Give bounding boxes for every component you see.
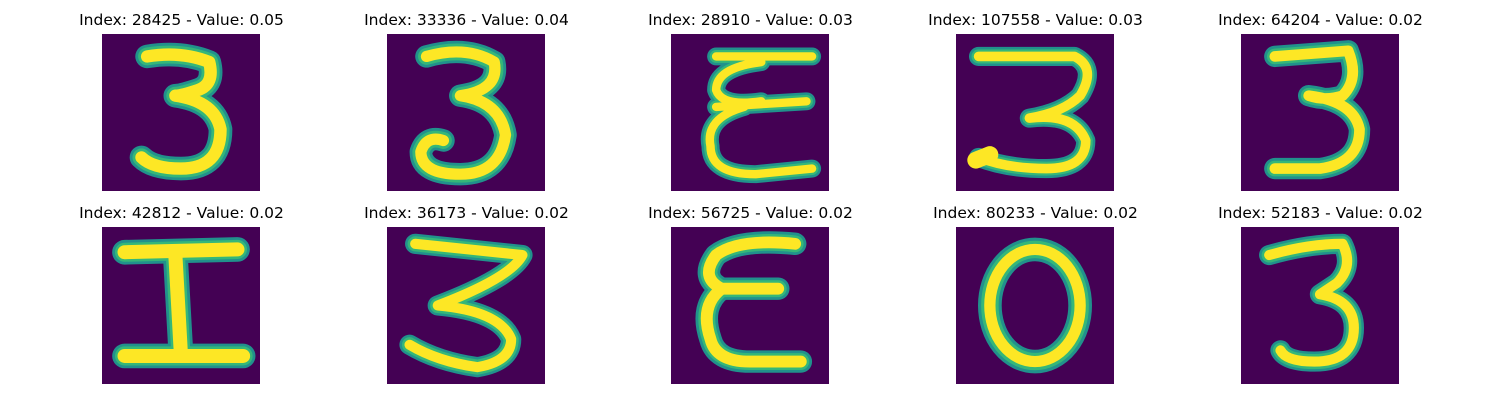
panel-title: Index: 42812 - Value: 0.02 (79, 204, 284, 222)
panel-title: Index: 36173 - Value: 0.02 (364, 204, 569, 222)
panel-title: Index: 52183 - Value: 0.02 (1218, 204, 1423, 222)
handwritten-glyph-image (1241, 227, 1399, 384)
glyph-strokes (978, 237, 1092, 374)
glyph-strokes (399, 233, 533, 378)
glyph-strokes (112, 237, 256, 369)
image-panel-5: Index: 64204 - Value: 0.02 (1178, 0, 1463, 191)
image-panel-2: Index: 33336 - Value: 0.04 (324, 0, 609, 191)
image-panel-3: Index: 28910 - Value: 0.03 (608, 0, 893, 191)
panel-title: Index: 28910 - Value: 0.03 (648, 11, 853, 29)
image-panel-6: Index: 42812 - Value: 0.02 (39, 193, 324, 384)
handwritten-glyph-image (102, 227, 260, 384)
glyph-strokes (409, 40, 517, 186)
handwritten-glyph-image (956, 34, 1114, 191)
handwritten-glyph-image (671, 34, 829, 191)
image-panel-10: Index: 52183 - Value: 0.02 (1178, 193, 1463, 384)
handwritten-glyph-image (102, 34, 260, 191)
panel-title: Index: 80233 - Value: 0.02 (933, 204, 1138, 222)
handwritten-glyph-image (671, 227, 829, 384)
image-panel-1: Index: 28425 - Value: 0.05 (39, 0, 324, 191)
glyph-strokes (1259, 233, 1365, 372)
handwritten-glyph-image (956, 227, 1114, 384)
panel-title: Index: 56725 - Value: 0.02 (648, 204, 853, 222)
handwritten-glyph-image (387, 227, 545, 384)
panel-title: Index: 64204 - Value: 0.02 (1218, 11, 1423, 29)
image-panel-8: Index: 56725 - Value: 0.02 (608, 193, 893, 384)
handwritten-glyph-image (1241, 34, 1399, 191)
image-panel-4: Index: 107558 - Value: 0.03 (893, 0, 1178, 191)
image-panel-7: Index: 36173 - Value: 0.02 (324, 193, 609, 384)
glyph-strokes (700, 47, 822, 184)
glyph-strokes (129, 42, 233, 181)
glyph-strokes (695, 231, 813, 373)
glyph-strokes (967, 46, 1097, 179)
panel-title: Index: 33336 - Value: 0.04 (364, 11, 569, 29)
image-panel-9: Index: 80233 - Value: 0.02 (893, 193, 1178, 384)
handwritten-glyph-image (387, 34, 545, 191)
glyph-strokes (1264, 40, 1371, 180)
panel-title: Index: 107558 - Value: 0.03 (928, 11, 1143, 29)
panel-title: Index: 28425 - Value: 0.05 (79, 11, 284, 29)
